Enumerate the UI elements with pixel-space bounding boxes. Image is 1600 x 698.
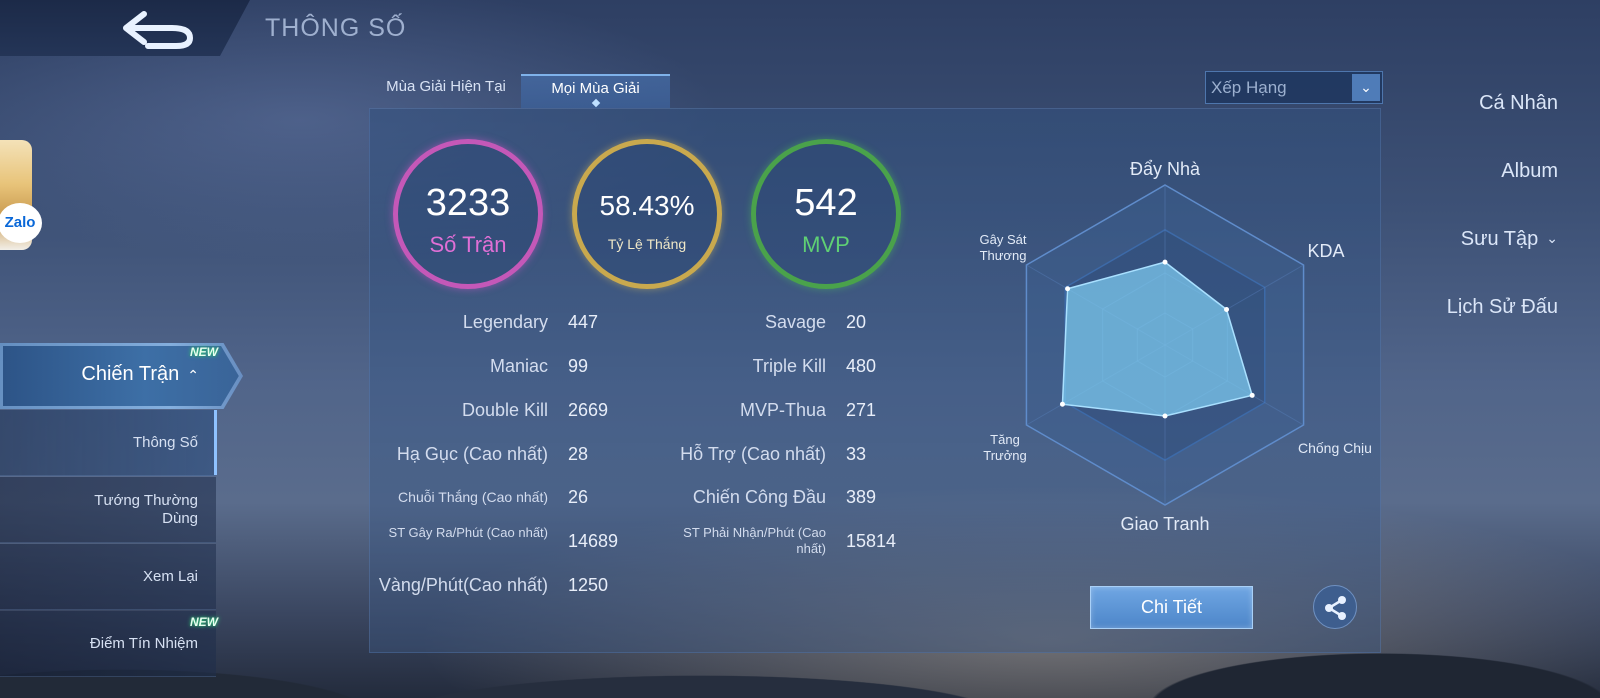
winrate-value: 58.43% [599, 190, 695, 221]
share-icon [1325, 596, 1346, 620]
page-title: THÔNG SỐ [265, 14, 407, 42]
subnav-item-xem-lai[interactable]: Xem Lại [0, 544, 216, 610]
stat-label: ST Phải Nhận/Phút (Cao nhất) [683, 525, 826, 556]
subnav-item-diem-tin-nhiem[interactable]: Điểm Tín Nhiệm [0, 611, 216, 677]
stat-value: 480 [846, 356, 877, 376]
sidebar-item-album[interactable]: Album [1501, 160, 1558, 183]
winrate-label: Tỷ Lệ Thắng [607, 236, 687, 252]
stat-value: 26 [568, 487, 589, 507]
sidebar-item-lich-su-dau[interactable]: Lịch Sử Đấu [1447, 296, 1558, 319]
back-arrow-icon [123, 11, 194, 49]
stat-label: Hỗ Trợ (Cao nhất) [680, 444, 826, 464]
stat-value: 14689 [568, 531, 619, 551]
mvp-ring: 542 MVP [751, 139, 901, 289]
stat-label: ST Gây Ra/Phút (Cao nhất) [388, 525, 548, 540]
detail-button[interactable]: Chi Tiết [1090, 586, 1253, 629]
stat-label: Hạ Gục (Cao nhất) [396, 444, 548, 464]
stat-label: Double Kill [461, 400, 548, 420]
stat-label: Chiến Công Đầu [692, 487, 826, 507]
new-badge: NEW [190, 345, 218, 359]
stat-value: 2669 [568, 400, 609, 420]
tab-label: Mùa Giải Hiện Tại [386, 78, 506, 95]
stat-label: Chuỗi Thắng (Cao nhất) [398, 489, 548, 505]
sidebar-item-ca-nhan[interactable]: Cá Nhân [1479, 92, 1558, 115]
sidebar-item-suu-tap[interactable]: Sưu Tập ⌄ [1461, 228, 1558, 251]
subnav-item-label: Điểm Tín Nhiệm [89, 635, 198, 652]
chevron-down-icon: ⌄ [1546, 230, 1558, 246]
select-value: Xếp Hạng [1211, 78, 1287, 97]
sidebar-item-label: Album [1501, 160, 1558, 182]
stat-value: 33 [846, 444, 867, 464]
sidebar-item-chien-tran[interactable]: Chiến Trận ⌃ [0, 343, 243, 409]
stat-label: MVP-Thua [739, 400, 826, 420]
back-button[interactable] [0, 0, 250, 56]
share-button[interactable] [1313, 585, 1357, 629]
stat-value: 271 [846, 400, 877, 420]
stat-label: Triple Kill [752, 356, 826, 376]
stat-label: Maniac [489, 356, 548, 376]
subnav-item-tuong-thuong-dung[interactable]: Tướng Thường Dùng [0, 477, 216, 543]
stat-value: 389 [846, 487, 877, 507]
stat-value: 28 [568, 444, 589, 464]
radar-axis-label: Đẩy Nhà [1129, 159, 1201, 179]
matches-label: Số Trận [429, 232, 507, 257]
matches-ring: 3233 Số Trận [393, 139, 543, 289]
sidebar-item-label: Sưu Tập [1460, 228, 1539, 250]
stat-value: 1250 [568, 575, 609, 595]
chevron-down-icon: ⌄ [1352, 74, 1380, 101]
chevron-up-icon: ⌃ [187, 367, 199, 383]
subnav-item-label: Xem Lại [142, 568, 198, 585]
stat-value: 15814 [846, 531, 897, 551]
season-type-select[interactable]: Xếp Hạng ⌄ [1205, 71, 1383, 104]
stat-label: Legendary [462, 312, 548, 332]
stat-value: 99 [568, 356, 589, 376]
radar-axis-label: Tăng Trưởng [983, 432, 1027, 463]
stat-value: 447 [568, 312, 599, 332]
radar-axis-label: Giao Tranh [1120, 514, 1210, 534]
tab-mua-giai-hien-tai[interactable]: Mùa Giải Hiện Tại [376, 74, 516, 108]
new-badge: NEW [190, 615, 218, 629]
subnav-item-label: Tướng Thường Dùng [94, 492, 198, 527]
subnav-item-thong-so[interactable]: Thông Số [0, 410, 217, 476]
subnav-item-label: Thông Số [132, 434, 198, 451]
zalo-badge-icon[interactable]: Zalo [0, 203, 42, 243]
stat-label: Vàng/Phút(Cao nhất) [378, 575, 548, 595]
tab-label: Mọi Mùa Giải [551, 80, 640, 97]
mvp-label: MVP [802, 232, 850, 257]
sidebar-item-label: Lịch Sử Đấu [1446, 296, 1558, 318]
radar-axis-label: KDA [1307, 241, 1345, 261]
mvp-value: 542 [794, 182, 858, 224]
winrate-ring: 58.43% Tỷ Lệ Thắng [572, 139, 722, 289]
matches-value: 3233 [425, 182, 511, 224]
sidebar-item-label: Chiến Trận [81, 363, 180, 385]
radar-axis-label: Chống Chịu [1298, 440, 1372, 456]
stat-label: Savage [764, 312, 826, 332]
tab-moi-mua-giai[interactable]: Mọi Mùa Giải [521, 74, 670, 108]
sidebar-item-label: Cá Nhân [1479, 92, 1558, 114]
stat-value: 20 [846, 312, 867, 332]
radar-axis-label: Gây Sát Thương [979, 232, 1027, 263]
